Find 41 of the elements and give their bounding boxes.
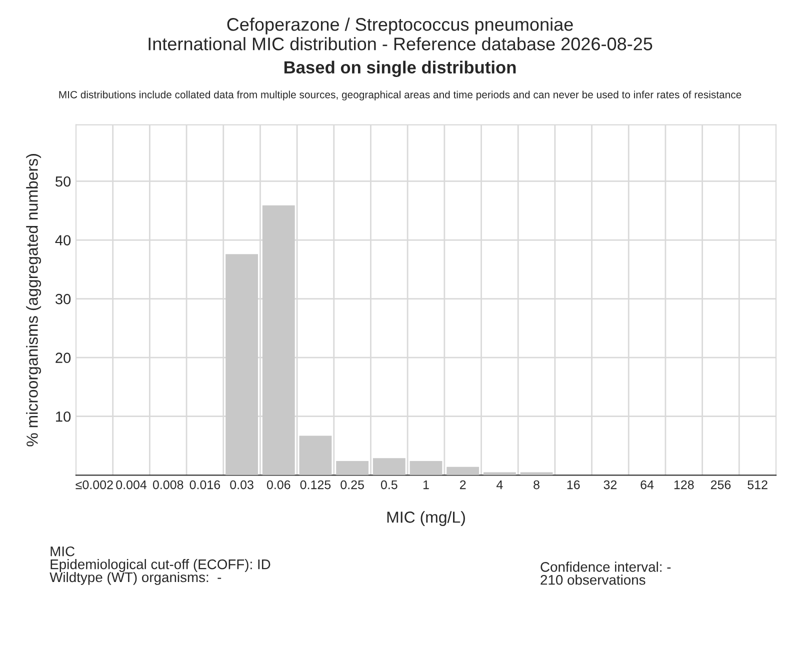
x-tick-label: 0.25 bbox=[340, 480, 364, 490]
text: MIC Epidemiological cut-off (ECOFF): ID Wildtype (WT) organisms: - bbox=[50, 546, 270, 585]
x-tick-label: 0.004 bbox=[116, 480, 147, 490]
x-tick-label: 1 bbox=[423, 480, 429, 490]
bar bbox=[372, 458, 406, 476]
text: MIC distributions include collated data from multiple sources, geographical areas and time periods and can never be used to infer rates of resistance bbox=[59, 90, 742, 100]
x-tick-label: 0.5 bbox=[380, 480, 398, 490]
bar bbox=[336, 461, 369, 476]
y-tick-label: 30 bbox=[55, 294, 71, 304]
y-tick-label: 10 bbox=[56, 411, 71, 422]
y-axis-title: % microorganisms (aggregated numbers) bbox=[26, 154, 42, 446]
bar bbox=[410, 461, 442, 476]
x-tick-label: 4 bbox=[496, 480, 503, 490]
x-tick-label: 0.016 bbox=[190, 480, 220, 490]
x-tick-label: 32 bbox=[604, 480, 617, 490]
text: Confidence interval: - 210 observations bbox=[540, 562, 671, 585]
x-tick-label: 8 bbox=[534, 480, 540, 490]
x-tick-label: 256 bbox=[710, 480, 731, 490]
y-tick-label: 20 bbox=[56, 352, 71, 364]
x-tick-label: 64 bbox=[640, 480, 654, 490]
x-tick-label: ≤0.002 bbox=[76, 480, 113, 490]
x-tick-label: 0.03 bbox=[230, 480, 254, 490]
chart-title: Cefoperazone / Streptococcus pneumoniae bbox=[227, 18, 573, 34]
y-tick-label: 40 bbox=[55, 235, 71, 246]
bar bbox=[520, 472, 553, 476]
x-tick-label: 512 bbox=[748, 480, 768, 490]
x-axis-title: MIC (mg/L) bbox=[387, 511, 465, 526]
x-tick-label: 2 bbox=[460, 480, 466, 490]
x-tick-label: 0.125 bbox=[300, 480, 331, 490]
bar bbox=[262, 205, 295, 476]
text: Based on single distribution bbox=[284, 60, 516, 78]
x-tick-label: 0.008 bbox=[152, 480, 184, 490]
x-tick-label: 0.06 bbox=[266, 480, 290, 490]
bar bbox=[446, 466, 480, 476]
bar bbox=[226, 254, 258, 476]
x-tick-label: 128 bbox=[674, 480, 694, 490]
chart-subtitle: International MIC distribution - Reference database 2026-08-25 bbox=[148, 37, 652, 50]
y-tick-label: 50 bbox=[56, 176, 71, 187]
bar bbox=[299, 436, 332, 476]
bar bbox=[483, 472, 516, 476]
x-tick-label: 16 bbox=[567, 480, 580, 490]
